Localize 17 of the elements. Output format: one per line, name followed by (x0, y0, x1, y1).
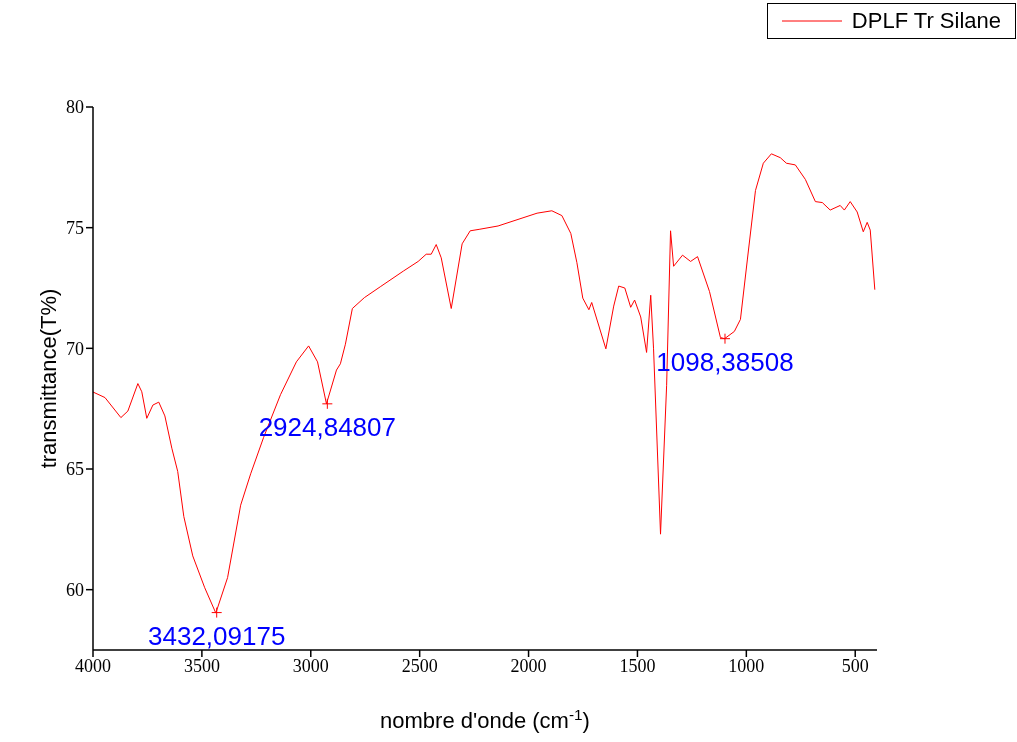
y-tick-label: 60 (66, 580, 84, 601)
x-tick-label: 2500 (401, 655, 438, 676)
annotation: 3432,09175 (148, 620, 286, 651)
legend-label: DPLF Tr Silane (851, 8, 1001, 34)
y-axis-title: transmittance(T%) (36, 288, 61, 469)
x-tick-label: 3500 (183, 655, 220, 676)
x-tick-label: 4000 (75, 655, 111, 676)
x-tick-label: 1500 (619, 655, 656, 676)
x-tick-label: 2000 (510, 655, 547, 676)
x-tick-label: 1000 (728, 655, 765, 676)
y-tick-label: 80 (66, 97, 84, 118)
y-tick-label: 70 (66, 338, 84, 359)
y-tick-label: 75 (66, 218, 84, 239)
y-tick-label: 65 (66, 459, 84, 480)
x-tick-label: 500 (841, 655, 869, 676)
x-axis-title: nombre d'onde (cm$^{-1}$) (380, 705, 590, 733)
x-tick-label: 3000 (292, 655, 329, 676)
